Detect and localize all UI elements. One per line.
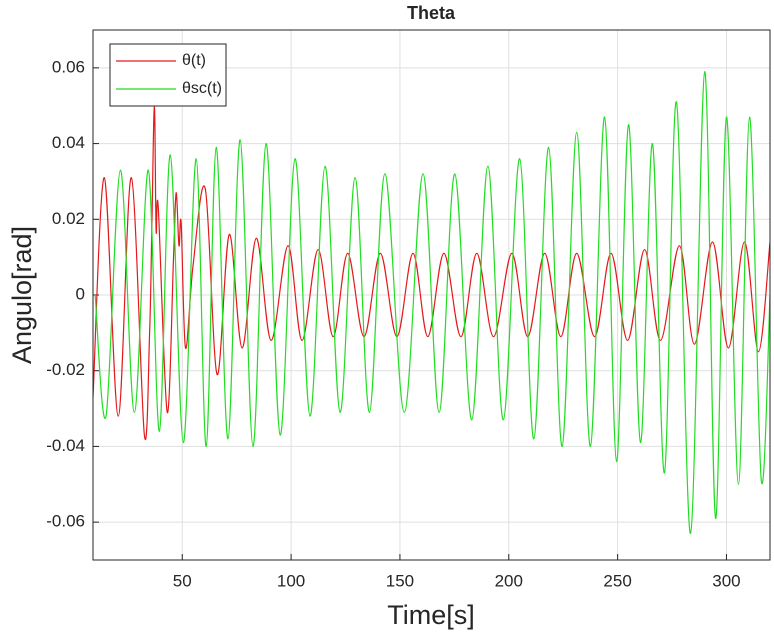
series-line xyxy=(94,71,770,535)
legend-label: θ(t) xyxy=(182,52,206,69)
x-axis-label: Time[s] xyxy=(387,600,475,630)
y-tick-label: -0.04 xyxy=(46,436,85,455)
x-tick-label: 300 xyxy=(712,571,740,590)
x-tick-label: 50 xyxy=(173,571,192,590)
legend: θ(t) θsc(t) xyxy=(109,43,227,107)
series-line xyxy=(93,105,770,440)
lines xyxy=(93,71,770,535)
legend-label: θsc(t) xyxy=(182,80,222,97)
y-axis-label: Angulo[rad] xyxy=(7,226,37,364)
x-tick-label: 250 xyxy=(603,571,631,590)
x-tick-label: 150 xyxy=(386,571,414,590)
x-tick-label: 100 xyxy=(277,571,305,590)
y-tick-label: 0.06 xyxy=(52,57,85,76)
y-tick-label: 0 xyxy=(76,284,85,303)
y-tick-label: 0.04 xyxy=(52,133,85,152)
axes-box xyxy=(92,29,771,561)
y-tick-label: -0.06 xyxy=(46,512,85,531)
y-tick-label: -0.02 xyxy=(46,360,85,379)
legend-box xyxy=(109,43,227,107)
chart-title: Theta xyxy=(407,3,456,23)
x-tick-label: 200 xyxy=(495,571,523,590)
y-tick-label: 0.02 xyxy=(52,209,85,228)
